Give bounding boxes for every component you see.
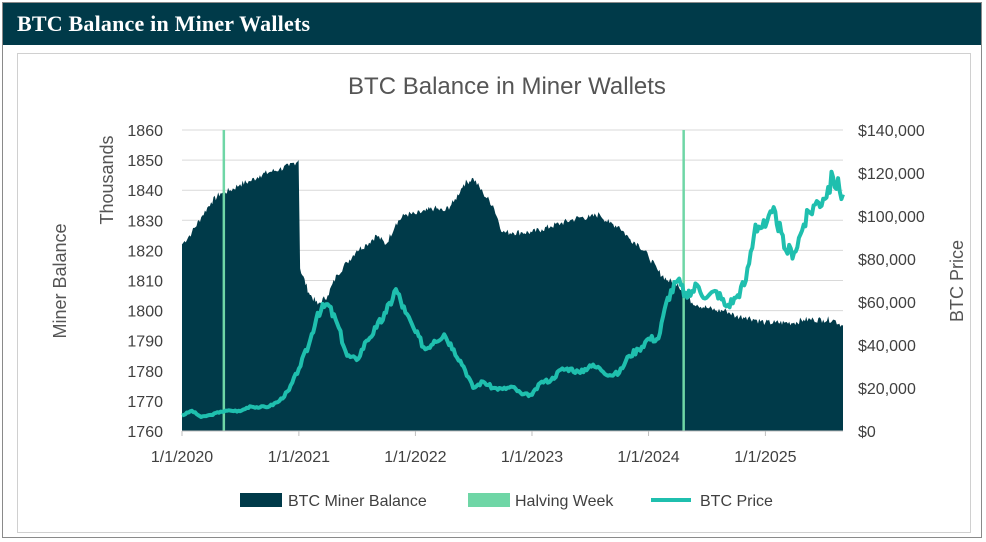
price-series: [181, 169, 845, 419]
y-right-tick-label: $140,000: [858, 123, 925, 140]
x-axis-ticks: 1/1/2020 1/1/2021 1/1/2022 1/1/2023 1/1/2024…: [151, 431, 797, 466]
y-left-tick-label: 1820: [127, 243, 163, 260]
legend-swatch: [468, 493, 510, 507]
y-right-tick-label: $0: [858, 424, 876, 441]
y-right-label: BTC Price: [947, 240, 967, 322]
x-tick-label: 1/1/2024: [617, 449, 679, 466]
y-left-tick-label: 1840: [127, 183, 163, 200]
chart-area: [17, 53, 971, 533]
balance-area: [182, 160, 843, 431]
left-axis-ticks: 1760 1770 1780 1790 1800 1810 1820 1830 1840 1850…: [127, 123, 163, 441]
x-tick-label: 1/1/2023: [501, 449, 563, 466]
y-right-tick-label: $20,000: [858, 381, 916, 398]
legend-label: Halving Week: [515, 493, 614, 510]
y-left-tick-label: 1830: [127, 213, 163, 230]
header-title: BTC Balance in Miner Wallets: [17, 11, 311, 36]
y-left-label: Miner Balance: [50, 223, 70, 338]
y-right-tick-label: $100,000: [858, 209, 925, 226]
y-left-tick-label: 1800: [127, 304, 163, 321]
y-left-tick-label: 1780: [127, 364, 163, 381]
x-tick-label: 1/1/2022: [384, 449, 446, 466]
chart-title: BTC Balance in Miner Wallets: [348, 73, 666, 100]
halving-markers: [222, 130, 685, 431]
right-axis-ticks: $0 $20,000 $40,000 $60,000 $80,000 $100,000 $1…: [858, 123, 925, 441]
legend: BTC Miner Balance Halving Week BTC Price: [240, 493, 773, 510]
y-right-tick-label: $80,000: [858, 252, 916, 269]
y-left-tick-label: 1850: [127, 153, 163, 170]
y-right-tick-label: $40,000: [858, 338, 916, 355]
y-left-tick-label: 1810: [127, 274, 163, 291]
legend-label: BTC Miner Balance: [288, 493, 427, 510]
balance-series: [181, 160, 844, 431]
x-tick-label: 1/1/2025: [734, 449, 796, 466]
legend-swatch: [240, 493, 282, 507]
y-left-unit: Thousands: [97, 135, 117, 224]
x-tick-label: 1/1/2021: [268, 449, 330, 466]
y-left-tick-label: 1790: [127, 334, 163, 351]
y-left-tick-label: 1760: [127, 424, 163, 441]
y-right-tick-label: $60,000: [858, 295, 916, 312]
y-right-tick-label: $120,000: [858, 166, 925, 183]
y-left-tick-label: 1860: [127, 123, 163, 140]
x-tick-label: 1/1/2020: [151, 449, 213, 466]
legend-label: BTC Price: [700, 493, 773, 510]
header-bar: BTC Balance in Miner Wallets: [3, 3, 981, 45]
y-left-tick-label: 1770: [127, 394, 163, 411]
